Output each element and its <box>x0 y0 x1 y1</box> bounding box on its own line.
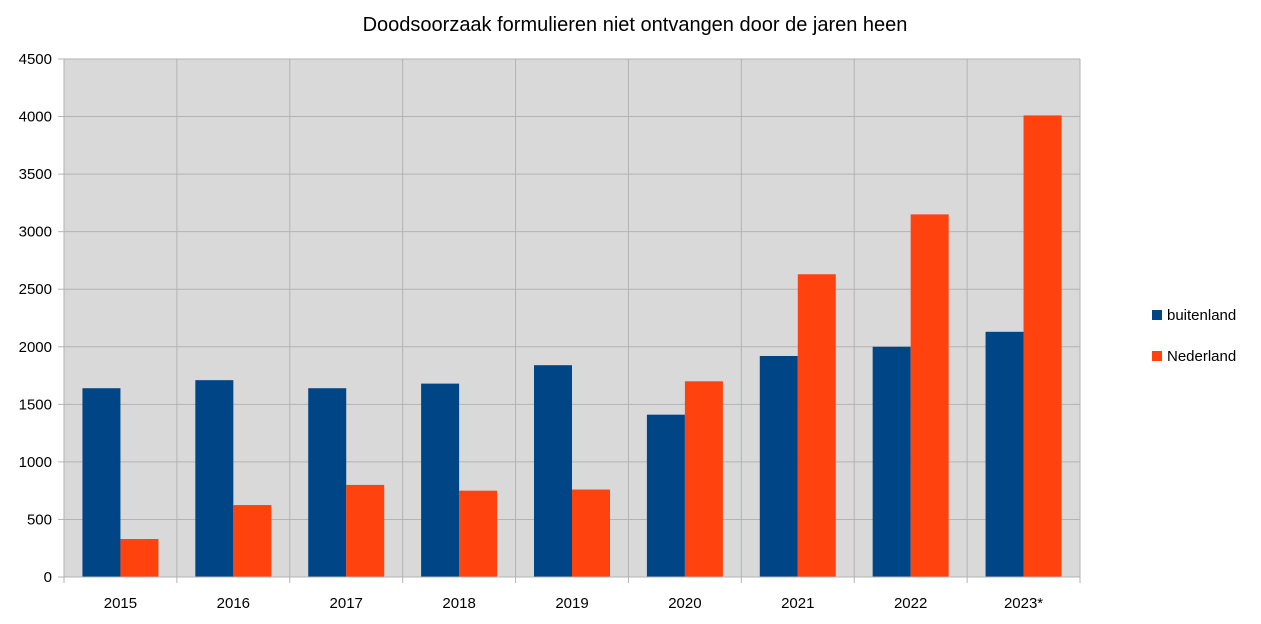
bar-nederland-2022 <box>910 214 949 577</box>
bar-nederland-2020 <box>684 381 723 577</box>
bar-nederland-2017 <box>346 484 385 577</box>
y-tick-label: 1500 <box>19 396 52 413</box>
bar-nederland-2023 <box>1023 115 1062 577</box>
x-tick-label: 2020 <box>668 595 701 612</box>
bar-nederland-2016 <box>233 505 272 577</box>
bar-nederland-2018 <box>459 490 498 577</box>
bar-buitenland-2017 <box>308 388 347 577</box>
legend-item-buitenland: buitenland <box>1152 305 1236 325</box>
x-tick-label: 2021 <box>781 595 814 612</box>
y-tick-label: 2000 <box>19 339 52 356</box>
bar-buitenland-2023 <box>985 331 1024 577</box>
legend: buitenland Nederland <box>1152 305 1236 387</box>
x-tick-label: 2023* <box>1004 595 1043 612</box>
bar-buitenland-2018 <box>421 383 460 577</box>
bar-buitenland-2015 <box>82 388 121 577</box>
bar-buitenland-2016 <box>195 380 234 577</box>
bar-buitenland-2022 <box>872 346 911 577</box>
bar-buitenland-2019 <box>534 365 572 577</box>
x-tick-label: 2016 <box>217 595 250 612</box>
legend-swatch-buitenland <box>1152 310 1162 320</box>
x-tick-label: 2019 <box>555 595 588 612</box>
y-tick-label: 3500 <box>19 166 52 183</box>
bar-buitenland-2020 <box>646 414 685 577</box>
legend-label-nederland: Nederland <box>1167 347 1237 365</box>
legend-swatch-nederland <box>1152 351 1162 361</box>
y-tick-label: 2500 <box>19 281 52 298</box>
y-tick-label: 3000 <box>19 224 52 241</box>
legend-label-buitenland: buitenland <box>1167 306 1237 324</box>
chart-title: Doodsoorzaak formulieren niet ontvangen … <box>362 14 908 36</box>
x-tick-label: 2022 <box>894 595 927 612</box>
x-tick-label: 2018 <box>442 595 475 612</box>
x-tick-label: 2017 <box>330 595 363 612</box>
y-tick-label: 4000 <box>19 109 52 126</box>
x-tick-label: 2015 <box>104 595 137 612</box>
bar-buitenland-2021 <box>759 355 798 577</box>
y-tick-label: 500 <box>27 511 52 528</box>
bar-nederland-2021 <box>797 274 836 577</box>
y-tick-label: 4500 <box>19 51 52 68</box>
y-tick-label: 0 <box>44 569 52 586</box>
legend-item-nederland: Nederland <box>1152 346 1236 366</box>
bar-nederland-2019 <box>572 489 610 577</box>
bar-nederland-2015 <box>120 539 159 577</box>
y-tick-label: 1000 <box>19 454 52 471</box>
